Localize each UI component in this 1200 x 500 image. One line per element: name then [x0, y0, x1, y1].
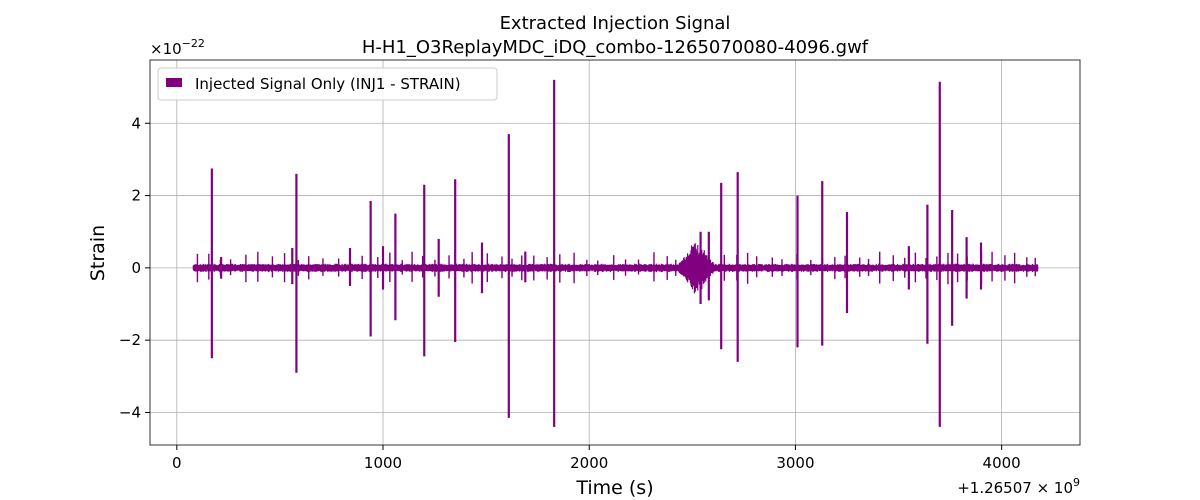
grid-lines [150, 60, 1080, 445]
plot-frame [149, 59, 1081, 446]
y-tick-label: 4 [131, 114, 141, 132]
legend-swatch [166, 78, 182, 87]
x-tick-label: 3000 [776, 454, 814, 472]
legend: Injected Signal Only (INJ1 - STRAIN) [157, 67, 498, 101]
x-offset-base: +1.26507 × 10 [957, 479, 1073, 497]
x-tick-label: 1000 [364, 454, 402, 472]
x-tick-label: 4000 [983, 454, 1021, 472]
y-tick-label: 0 [131, 259, 141, 277]
x-offset-label: +1.26507 × 109 [957, 476, 1080, 497]
series-signal [192, 79, 1039, 427]
y-scale-label: ×10−22 [150, 37, 205, 58]
y-scale-base: ×10 [150, 40, 182, 58]
y-tick-label: −4 [119, 403, 141, 421]
x-offset-exponent: 9 [1073, 476, 1080, 489]
chart-title: Extracted Injection Signal [500, 13, 731, 34]
x-tick-label: 2000 [570, 454, 608, 472]
legend-box [157, 67, 498, 101]
signal-noise-band [192, 243, 1039, 294]
y-scale-exponent: −22 [182, 37, 205, 50]
x-axis-label: Time (s) [575, 477, 653, 499]
chart-subtitle: H-H1_O3ReplayMDC_iDQ_combo-1265070080-40… [362, 37, 869, 58]
y-tick-label: −2 [119, 331, 141, 349]
legend-label: Injected Signal Only (INJ1 - STRAIN) [195, 75, 461, 93]
y-axis-label: Strain [87, 225, 109, 281]
y-tick-label: 2 [131, 187, 141, 205]
x-tick-label: 0 [172, 454, 182, 472]
axis-ticks: 0 1000 2000 3000 4000 −4 −2 0 2 4 [119, 114, 1021, 472]
